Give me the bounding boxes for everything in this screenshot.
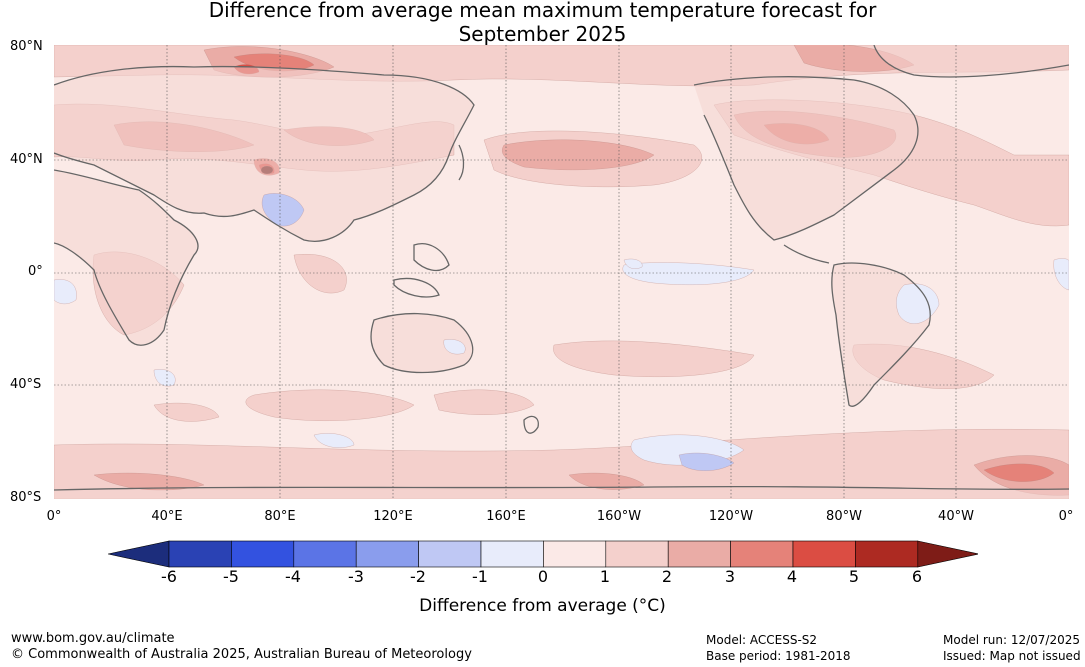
lat-label-40n: 40°N (10, 152, 43, 167)
colorbar-extend-high (917, 540, 978, 568)
lon-label-160w: 160°W (596, 509, 642, 524)
colorbar-cell (855, 540, 919, 568)
lon-label-80e: 80°E (264, 509, 296, 524)
colorbar-tick: -3 (348, 567, 364, 586)
colorbar-cell (293, 540, 357, 568)
lon-label-0-right: 0° (1058, 509, 1074, 524)
lon-label-40w: 40°W (938, 509, 974, 524)
colorbar-cell (168, 540, 232, 568)
colorbar-tick: -1 (472, 567, 488, 586)
map-title: Difference from average mean maximum tem… (0, 0, 1085, 46)
colorbar-tick: 2 (661, 567, 673, 586)
lat-label-equator: 0° (28, 264, 43, 279)
temperature-anomaly-map (54, 45, 1069, 499)
lat-label-80s: 80°S (10, 490, 42, 505)
colorbar-tick: 5 (848, 567, 860, 586)
footer-issued: Issued: Map not issued (943, 649, 1081, 663)
colorbar-cell (231, 540, 295, 568)
colorbar-label: Difference from average (°C) (419, 596, 666, 616)
cool-anomaly-areas (54, 193, 1069, 471)
colorbar-tick: 6 (911, 567, 923, 586)
colorbar-cell (792, 540, 856, 568)
graticule (54, 45, 1069, 499)
colorbar-tick: 4 (786, 567, 798, 586)
colorbar-tick: -4 (285, 567, 301, 586)
colorbar-cell (605, 540, 669, 568)
colorbar (108, 540, 978, 568)
footer-model-run: Model run: 12/07/2025 (943, 633, 1081, 647)
footer-base-period: Base period: 1981-2018 (706, 649, 851, 663)
colorbar-tick: -2 (410, 567, 426, 586)
colorbar-cell (543, 540, 607, 568)
title-line-1: Difference from average mean maximum tem… (208, 0, 877, 22)
colorbar-cell (355, 540, 419, 568)
colorbar-cell (730, 540, 794, 568)
footer-copyright: © Commonwealth of Australia 2025, Austra… (11, 647, 472, 662)
lon-label-120e: 120°E (373, 509, 413, 524)
colorbar-extend-low (108, 540, 170, 568)
lat-label-80n: 80°N (10, 39, 43, 54)
colorbar-tick: 3 (724, 567, 736, 586)
colorbar-cells (108, 540, 978, 568)
lat-label-40s: 40°S (10, 377, 42, 392)
colorbar-tick: 0 (537, 567, 549, 586)
footer-url: www.bom.gov.au/climate (11, 631, 175, 646)
footer-model: Model: ACCESS-S2 (706, 633, 818, 647)
colorbar-cell (667, 540, 731, 568)
title-line-2: September 2025 (458, 22, 627, 46)
colorbar-cell (418, 540, 482, 568)
colorbar-tick: 1 (599, 567, 611, 586)
colorbar-cell (480, 540, 544, 568)
lon-label-120w: 120°W (708, 509, 754, 524)
coastlines (54, 45, 1069, 491)
lon-label-40e: 40°E (151, 509, 183, 524)
lon-label-80w: 80°W (826, 509, 862, 524)
lon-label-160e: 160°E (486, 509, 526, 524)
colorbar-tick: -5 (223, 567, 239, 586)
lon-label-0-left: 0° (46, 509, 62, 524)
colorbar-tick: -6 (161, 567, 177, 586)
